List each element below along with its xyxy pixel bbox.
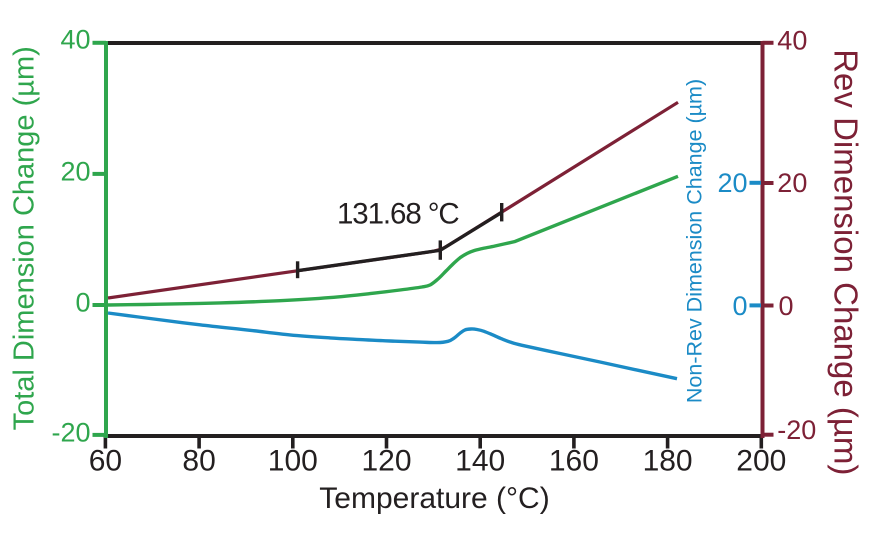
svg-text:0: 0 (779, 291, 794, 321)
svg-text:Rev Dimension Change (µm): Rev Dimension Change (µm) (828, 49, 865, 475)
svg-text:40: 40 (777, 26, 807, 56)
svg-text:60: 60 (89, 445, 122, 478)
svg-text:0: 0 (75, 288, 90, 318)
svg-text:Total Dimension Change (µm): Total Dimension Change (µm) (9, 46, 41, 430)
svg-text:20: 20 (60, 157, 90, 187)
svg-text:-20: -20 (51, 418, 90, 448)
svg-text:160: 160 (549, 445, 599, 478)
svg-text:0: 0 (732, 291, 747, 321)
svg-text:180: 180 (643, 445, 693, 478)
svg-text:Non-Rev Dimension Change (µm): Non-Rev Dimension Change (µm) (683, 79, 707, 403)
svg-text:120: 120 (361, 445, 411, 478)
svg-text:40: 40 (60, 25, 90, 55)
svg-text:80: 80 (182, 445, 215, 478)
svg-text:Temperature (°C): Temperature (°C) (319, 482, 549, 515)
svg-text:20: 20 (777, 168, 807, 198)
svg-text:200: 200 (736, 445, 786, 478)
svg-text:20: 20 (717, 168, 747, 198)
svg-text:131.68 °C: 131.68 °C (337, 197, 459, 230)
svg-text:-20: -20 (777, 415, 816, 445)
svg-text:140: 140 (455, 445, 505, 478)
svg-text:100: 100 (268, 445, 318, 478)
